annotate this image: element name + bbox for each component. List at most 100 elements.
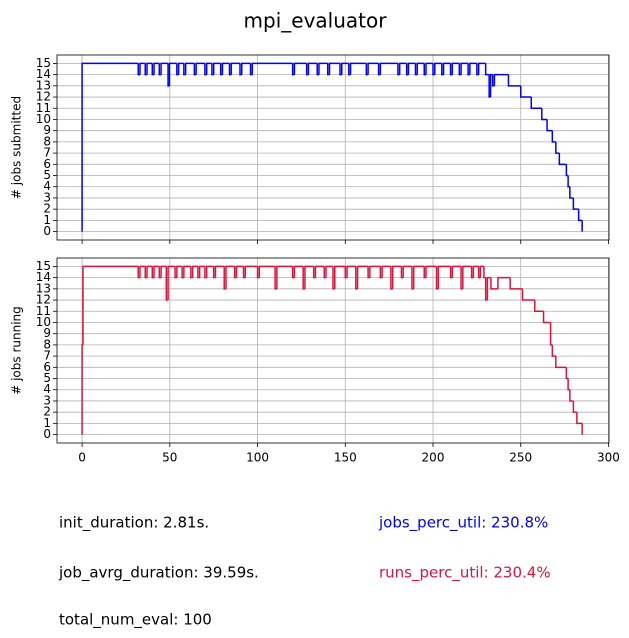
x-tick-label: 150 bbox=[334, 451, 357, 465]
step-segment bbox=[519, 85, 532, 98]
step-segment bbox=[572, 197, 579, 210]
y-tick-label: 12 bbox=[36, 90, 51, 104]
y-tick-label: 1 bbox=[43, 416, 51, 430]
step-segment bbox=[493, 73, 509, 86]
x-tick-label: 250 bbox=[509, 451, 532, 465]
step-segment bbox=[349, 62, 367, 75]
step-segment bbox=[307, 62, 318, 75]
step-segment bbox=[369, 265, 381, 278]
step-segment bbox=[425, 265, 437, 278]
step-segment bbox=[577, 209, 583, 222]
step-segment bbox=[565, 164, 569, 177]
step-segment bbox=[398, 62, 407, 75]
step-segment bbox=[139, 265, 146, 278]
step-segment bbox=[304, 265, 314, 289]
step-segment bbox=[542, 311, 551, 324]
step-segment bbox=[367, 62, 379, 75]
y-tick-label: 13 bbox=[36, 78, 51, 92]
step-segment bbox=[251, 62, 293, 75]
step-segment bbox=[530, 97, 542, 110]
y-tick-label: 0 bbox=[43, 427, 51, 441]
step-segment bbox=[569, 186, 574, 199]
x-tick-label: 300 bbox=[597, 451, 620, 465]
step-segment bbox=[391, 265, 402, 289]
y-tick-label: 13 bbox=[36, 281, 51, 295]
step-segment bbox=[507, 74, 521, 87]
step-segment bbox=[412, 265, 425, 289]
step-segment bbox=[160, 62, 169, 75]
y-tick-label: 4 bbox=[43, 179, 51, 193]
figure-title: mpi_evaluator bbox=[244, 9, 388, 33]
step-segment bbox=[258, 265, 276, 278]
step-segment bbox=[567, 175, 570, 188]
step-segment bbox=[416, 62, 425, 75]
y-tick-label: 2 bbox=[43, 405, 51, 419]
step-segment bbox=[489, 73, 493, 98]
step-segment bbox=[81, 62, 139, 232]
step-segment bbox=[328, 62, 341, 75]
step-segment bbox=[184, 62, 195, 75]
step-segment bbox=[212, 62, 221, 75]
y-axis-label: # jobs running bbox=[10, 306, 24, 395]
step-segment bbox=[483, 266, 486, 279]
y-tick-label: 10 bbox=[36, 315, 51, 329]
step-segment bbox=[293, 265, 304, 278]
step-segment bbox=[490, 277, 498, 290]
step-segment bbox=[442, 62, 451, 75]
y-tick-label: 7 bbox=[43, 146, 51, 160]
y-tick-label: 9 bbox=[43, 123, 51, 137]
step-segment bbox=[451, 265, 462, 278]
step-segment bbox=[379, 62, 398, 75]
step-segment bbox=[521, 288, 535, 301]
axes-frame bbox=[56, 54, 610, 241]
step-segment bbox=[402, 265, 412, 278]
step-segment bbox=[555, 141, 560, 154]
annotation: job_avrg_duration: 39.59s. bbox=[58, 564, 259, 583]
y-tick-label: 15 bbox=[36, 259, 51, 273]
y-tick-label: 0 bbox=[43, 224, 51, 238]
step-segment bbox=[168, 62, 177, 86]
y-tick-label: 8 bbox=[43, 337, 51, 351]
step-segment bbox=[569, 389, 574, 402]
y-tick-label: 5 bbox=[43, 168, 51, 182]
step-segment bbox=[177, 62, 184, 75]
step-segment bbox=[555, 356, 567, 369]
step-segment bbox=[176, 265, 183, 278]
step-segment bbox=[451, 62, 460, 75]
step-segment bbox=[534, 300, 544, 313]
step-segment bbox=[244, 265, 258, 278]
step-segment bbox=[214, 265, 225, 278]
step-segment bbox=[230, 62, 241, 75]
step-segment bbox=[546, 119, 553, 132]
step-segment bbox=[81, 344, 83, 435]
step-segment bbox=[139, 62, 146, 75]
step-segment bbox=[167, 265, 176, 301]
annotation: runs_perc_util: 230.4% bbox=[379, 564, 551, 583]
x-tick-label: 50 bbox=[162, 451, 177, 465]
step-segment bbox=[477, 62, 486, 75]
step-segment bbox=[576, 412, 583, 425]
step-segment bbox=[153, 265, 160, 278]
step-segment bbox=[472, 265, 479, 278]
step-segment bbox=[334, 265, 346, 289]
y-tick-label: 3 bbox=[43, 190, 51, 204]
step-segment bbox=[146, 265, 153, 278]
y-tick-label: 11 bbox=[36, 304, 51, 318]
step-segment bbox=[346, 265, 356, 278]
step-segment bbox=[488, 74, 491, 98]
step-segment bbox=[572, 400, 577, 413]
x-tick-label: 100 bbox=[246, 451, 269, 465]
y-tick-label: 6 bbox=[43, 360, 51, 374]
step-segment bbox=[325, 265, 333, 278]
y-tick-label: 5 bbox=[43, 371, 51, 385]
step-segment bbox=[509, 277, 523, 290]
step-segment bbox=[565, 367, 569, 380]
y-tick-label: 8 bbox=[43, 134, 51, 148]
y-tick-label: 7 bbox=[43, 349, 51, 363]
x-tick-label: 0 bbox=[78, 451, 86, 465]
step-segment bbox=[160, 265, 167, 278]
y-tick-label: 14 bbox=[36, 67, 51, 81]
step-segment bbox=[460, 62, 469, 75]
step-segment bbox=[198, 265, 205, 278]
step-segment bbox=[276, 265, 293, 289]
